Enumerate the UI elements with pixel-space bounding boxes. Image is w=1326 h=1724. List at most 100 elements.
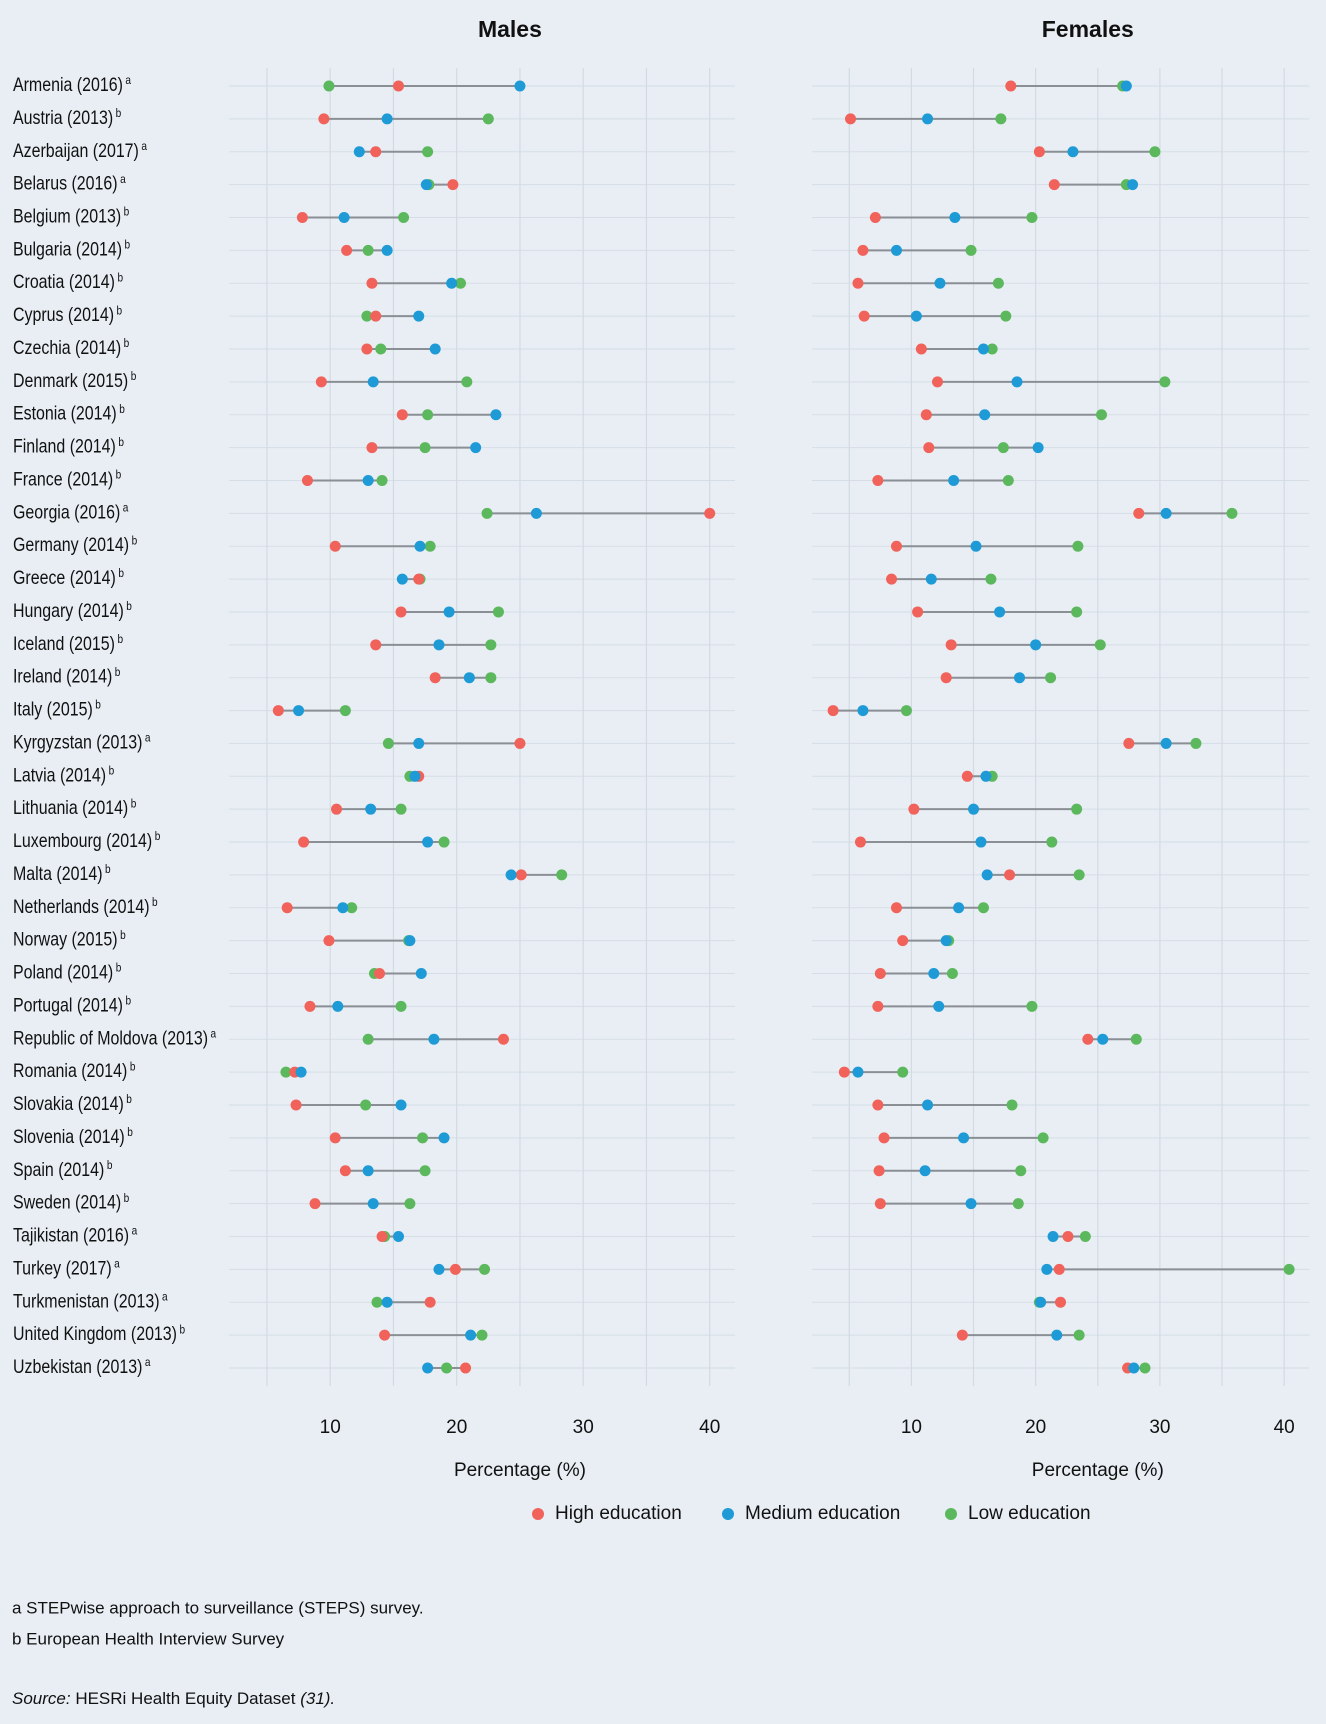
dot	[995, 113, 1007, 125]
row-label: Georgia (2016)	[13, 501, 120, 523]
dot	[424, 540, 436, 552]
row-note: a	[145, 732, 151, 745]
row-label: Poland (2014)	[13, 961, 113, 983]
dot	[970, 540, 982, 552]
dot	[872, 1000, 884, 1012]
dot	[1046, 836, 1058, 848]
row-label: Germany (2014)	[13, 534, 129, 556]
row-note: a	[132, 1225, 138, 1238]
dot	[854, 836, 866, 848]
dot	[429, 672, 441, 684]
dot	[1047, 1231, 1059, 1243]
dot	[1013, 672, 1025, 684]
dot	[827, 705, 839, 717]
dot	[398, 211, 410, 223]
row-label: Kyrgyzstan (2013)	[13, 731, 142, 753]
row-label: Norway (2015)	[13, 928, 118, 950]
x-tick-label: 20	[1025, 1417, 1046, 1438]
dot	[908, 803, 920, 815]
dot	[1097, 1033, 1109, 1045]
row-note: b	[116, 962, 122, 975]
dot	[556, 869, 568, 881]
dot	[949, 211, 961, 223]
row-note: b	[125, 995, 131, 1008]
dot	[381, 113, 393, 125]
dot	[463, 672, 475, 684]
dot	[465, 1329, 477, 1341]
dot	[413, 310, 425, 322]
dot	[393, 80, 405, 92]
row-label: Hungary (2014)	[13, 600, 124, 622]
row-label: Belgium (2013)	[13, 205, 121, 227]
dot	[454, 277, 466, 289]
row-note: b	[124, 206, 130, 219]
panel-title: Males	[478, 16, 542, 42]
dot	[1128, 1362, 1140, 1374]
dot	[479, 1263, 491, 1275]
dot	[933, 1000, 945, 1012]
dot	[1041, 1263, 1053, 1275]
dot	[293, 705, 305, 717]
row-note: b	[124, 1192, 130, 1205]
dot	[858, 310, 870, 322]
dot	[1006, 1099, 1018, 1111]
dot	[1032, 442, 1044, 454]
dot	[339, 705, 351, 717]
dot	[315, 376, 327, 388]
dot	[530, 507, 542, 519]
dot	[1026, 1000, 1038, 1012]
dot	[280, 1066, 292, 1078]
dot	[443, 606, 455, 618]
dot	[367, 376, 379, 388]
row-label: Netherlands (2014)	[13, 895, 150, 917]
row-label: Azerbaijan (2017)	[13, 139, 139, 161]
row-note: a	[162, 1291, 168, 1304]
dot	[281, 902, 293, 914]
legend-swatch	[532, 1508, 544, 1520]
dot	[375, 343, 387, 355]
x-axis-label: Percentage (%)	[454, 1460, 586, 1481]
dot	[1048, 179, 1060, 191]
row-note: b	[109, 765, 115, 778]
row-label: Uzbekistan (2013)	[13, 1356, 142, 1378]
dot	[301, 474, 313, 486]
dot	[1160, 507, 1172, 519]
dot	[449, 1263, 461, 1275]
dot	[873, 1165, 885, 1177]
dot	[381, 244, 393, 256]
dot	[1000, 310, 1012, 322]
dot	[365, 803, 377, 815]
row-label: Luxembourg (2014)	[13, 830, 152, 852]
dot	[498, 1033, 510, 1045]
dot	[997, 442, 1009, 454]
row-label: Greece (2014)	[13, 567, 116, 589]
dot	[1190, 737, 1202, 749]
dot	[460, 1362, 472, 1374]
dot	[505, 869, 517, 881]
x-tick-label: 10	[320, 1417, 341, 1438]
dot	[965, 244, 977, 256]
dot	[422, 836, 434, 848]
legend-label: Medium education	[745, 1503, 900, 1524]
dot	[298, 836, 310, 848]
dot	[396, 409, 408, 421]
dot	[329, 1132, 341, 1144]
dot	[433, 639, 445, 651]
row-label: Italy (2015)	[13, 698, 93, 720]
dot	[429, 343, 441, 355]
dot	[992, 277, 1004, 289]
dot	[975, 836, 987, 848]
row-note: b	[126, 1093, 132, 1106]
dot	[915, 343, 927, 355]
row-note: b	[116, 107, 122, 120]
dot	[912, 606, 924, 618]
dot	[922, 1099, 934, 1111]
dot	[852, 1066, 864, 1078]
dot	[1073, 1329, 1085, 1341]
row-note: b	[131, 798, 137, 811]
row-note: a	[120, 173, 126, 186]
dot	[946, 968, 958, 980]
dot	[422, 1362, 434, 1374]
